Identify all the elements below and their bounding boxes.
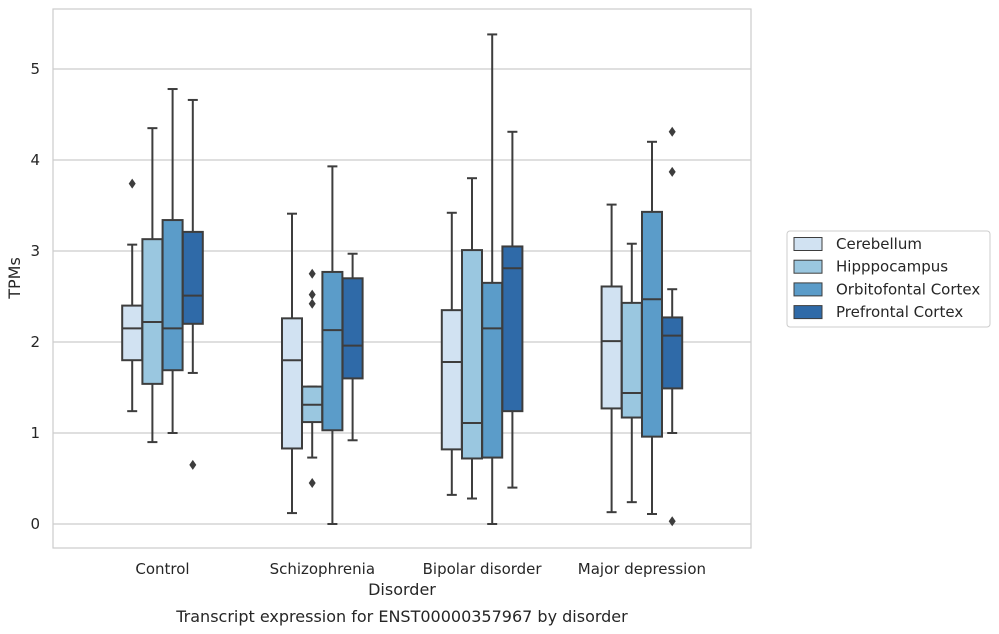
y-tick-label: 4 bbox=[30, 151, 40, 169]
outlier-point bbox=[668, 126, 676, 137]
outlier-point bbox=[308, 478, 316, 489]
outlier-point bbox=[128, 178, 136, 189]
outlier-point bbox=[189, 459, 197, 470]
x-tick-label: Control bbox=[135, 560, 189, 578]
legend-swatch bbox=[793, 305, 823, 320]
box-1-0 bbox=[281, 212, 303, 515]
box-body bbox=[161, 219, 184, 372]
box-3-1 bbox=[620, 242, 643, 504]
box-body bbox=[620, 301, 643, 419]
y-tick-label: 5 bbox=[30, 60, 40, 78]
chart-caption: Transcript expression for ENST0000035796… bbox=[175, 607, 628, 626]
legend-swatch bbox=[793, 282, 823, 297]
legend-label: Hipppocampus bbox=[836, 258, 948, 276]
box-body bbox=[501, 245, 524, 413]
y-axis-label: TPMs bbox=[5, 257, 24, 300]
y-tick-label: 0 bbox=[30, 515, 40, 533]
box-0-2 bbox=[161, 88, 184, 434]
outlier-point bbox=[308, 289, 316, 300]
x-tick-label: Major depression bbox=[578, 560, 706, 578]
box-2-0 bbox=[440, 211, 463, 496]
box-body bbox=[641, 210, 663, 438]
y-ticks: 0 1 2 3 4 5 bbox=[30, 60, 40, 533]
legend-label: Orbitofontal Cortex bbox=[836, 280, 980, 298]
box-3-0 bbox=[600, 203, 623, 514]
box-body bbox=[321, 270, 344, 432]
box-0-3 bbox=[181, 98, 204, 470]
box-3-3 bbox=[661, 126, 684, 527]
box-2-2 bbox=[481, 33, 504, 525]
box-2-3 bbox=[501, 130, 524, 489]
box-body bbox=[661, 316, 684, 390]
box-body bbox=[440, 309, 463, 451]
box-body bbox=[121, 304, 144, 362]
box-1-2 bbox=[321, 165, 344, 525]
outlier-point bbox=[668, 516, 676, 527]
x-ticks: Control Schizophrenia Bipolar disorder Majo… bbox=[135, 560, 706, 578]
box-body bbox=[481, 281, 504, 459]
box-2-1 bbox=[461, 177, 483, 500]
box-body bbox=[600, 285, 623, 410]
box-body bbox=[461, 249, 483, 460]
x-tick-label: Bipolar disorder bbox=[423, 560, 543, 578]
outlier-point bbox=[308, 268, 316, 279]
legend-label: Cerebellum bbox=[836, 235, 922, 253]
box-0-1 bbox=[141, 127, 164, 444]
box-body bbox=[181, 230, 204, 325]
box-1-3 bbox=[341, 252, 364, 442]
outlier-point bbox=[668, 166, 676, 177]
box-body bbox=[281, 317, 303, 450]
y-tick-label: 2 bbox=[30, 333, 40, 351]
legend-swatch bbox=[793, 237, 823, 251]
legend-frame bbox=[786, 230, 991, 328]
box-1-1 bbox=[301, 268, 324, 489]
box-body bbox=[341, 277, 364, 380]
plot-frame bbox=[52, 8, 752, 549]
x-tick-label: Schizophrenia bbox=[270, 560, 375, 578]
box-3-2 bbox=[641, 140, 663, 515]
box-body bbox=[141, 238, 164, 385]
boxes bbox=[121, 33, 684, 527]
y-tick-label: 3 bbox=[30, 242, 40, 260]
legend: Cerebellum Hipppocampus Orbitofontal Corte… bbox=[786, 230, 991, 328]
legend-swatch bbox=[793, 259, 823, 274]
box-0-0 bbox=[121, 178, 144, 413]
outlier-point bbox=[308, 298, 316, 309]
x-axis-label: Disorder bbox=[368, 580, 436, 599]
legend-label: Prefrontal Cortex bbox=[836, 303, 963, 321]
y-tick-label: 1 bbox=[30, 424, 40, 442]
